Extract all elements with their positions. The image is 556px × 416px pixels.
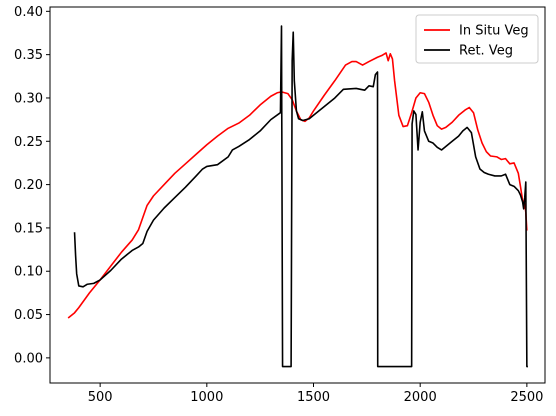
series-layer	[67, 25, 528, 368]
y-tick-label: 0.40	[14, 5, 43, 20]
x-tick-label: 2500	[510, 390, 543, 405]
plot-area-frame	[49, 6, 546, 384]
y-tick-label: 0.35	[14, 48, 43, 63]
legend-box	[415, 14, 539, 64]
x-tick-label: 2000	[404, 390, 437, 405]
y-tick-label: 0.25	[14, 135, 43, 150]
x-tick-label: 500	[88, 390, 113, 405]
legend-label-1: In Situ Veg	[459, 24, 529, 39]
y-tick-label: 0.15	[14, 221, 43, 236]
series-line-1	[67, 52, 528, 319]
y-tick-label: 0.20	[14, 178, 43, 193]
y-tick-label: 0.30	[14, 91, 43, 106]
legend: In Situ Veg Ret. Veg	[415, 14, 539, 64]
x-tick-label: 1000	[190, 390, 223, 405]
legend-label-2: Ret. Veg	[459, 44, 513, 59]
y-tick-label: 0.05	[14, 308, 43, 323]
y-tick-label: 0.00	[14, 351, 43, 366]
series-line-2	[73, 25, 528, 368]
y-tick-label: 0.10	[14, 265, 43, 280]
x-tick-label: 1500	[297, 390, 330, 405]
ticks-layer: 500 1000 1500 2000 2500 0.00 0.05 0.10 0.15 0.20 0…	[14, 5, 543, 405]
